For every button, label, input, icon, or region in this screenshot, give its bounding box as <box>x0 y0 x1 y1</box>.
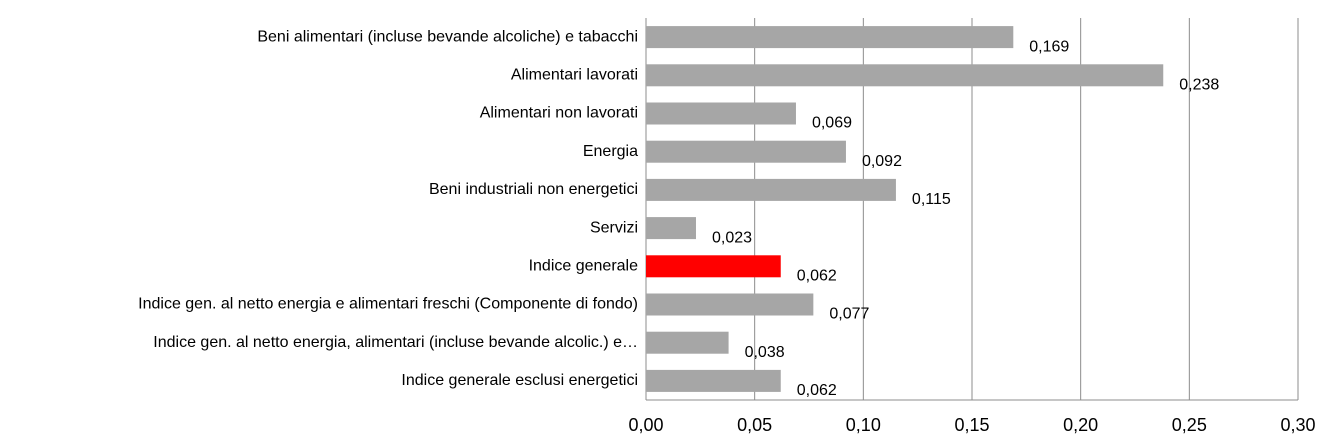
y-tick-label: Alimentari lavorati <box>511 67 638 84</box>
bar <box>646 140 846 163</box>
x-tick-label: 0,10 <box>846 415 881 435</box>
x-tick-label: 0,30 <box>1280 415 1315 435</box>
x-tick-label: 0,25 <box>1172 415 1207 435</box>
data-label: 0,115 <box>912 191 951 208</box>
data-label: 0,038 <box>745 344 785 361</box>
bar <box>646 331 729 354</box>
bar <box>646 255 781 278</box>
x-tick-label: 0,20 <box>1063 415 1098 435</box>
bar <box>646 178 896 201</box>
y-tick-label: Indice gen. al netto energia, alimentari… <box>153 334 638 351</box>
x-tick-label: 0,00 <box>628 415 663 435</box>
y-tick-label: Beni industriali non energetici <box>429 181 638 198</box>
y-tick-label: Indice generale <box>529 258 639 275</box>
bar <box>646 64 1164 87</box>
x-tick-label: 0,05 <box>737 415 772 435</box>
data-label: 0,023 <box>712 229 752 246</box>
data-label: 0,069 <box>812 115 852 132</box>
bar <box>646 217 696 240</box>
bar <box>646 26 1014 49</box>
bar <box>646 293 814 316</box>
y-tick-label: Indice generale esclusi energetici <box>401 372 638 389</box>
data-label: 0,092 <box>862 153 902 170</box>
data-label: 0,169 <box>1029 38 1069 55</box>
y-tick-label: Servizi <box>590 219 638 236</box>
bar <box>646 102 796 125</box>
data-label: 0,062 <box>797 268 837 285</box>
data-label: 0,238 <box>1179 77 1219 94</box>
y-tick-label: Indice gen. al netto energia e alimentar… <box>138 296 638 313</box>
x-tick-label: 0,15 <box>954 415 989 435</box>
bar <box>646 369 781 392</box>
data-label: 0,077 <box>829 306 869 323</box>
y-tick-label: Beni alimentari (incluse bevande alcolic… <box>257 28 638 45</box>
data-label: 0,062 <box>797 382 837 399</box>
y-tick-label: Energia <box>583 143 638 160</box>
y-tick-label: Alimentari non lavorati <box>480 105 638 122</box>
